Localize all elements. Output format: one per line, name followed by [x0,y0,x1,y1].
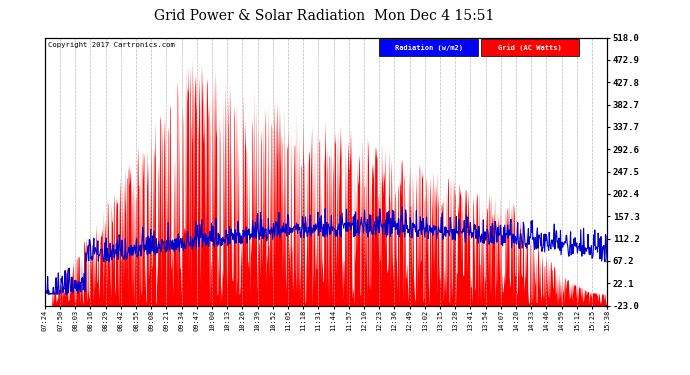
Text: Copyright 2017 Cartronics.com: Copyright 2017 Cartronics.com [48,42,175,48]
Text: Grid (AC Watts): Grid (AC Watts) [498,44,562,51]
Text: Radiation (w/m2): Radiation (w/m2) [395,44,463,51]
Text: Grid Power & Solar Radiation  Mon Dec 4 15:51: Grid Power & Solar Radiation Mon Dec 4 1… [154,9,495,23]
FancyBboxPatch shape [481,39,579,56]
FancyBboxPatch shape [380,39,478,56]
